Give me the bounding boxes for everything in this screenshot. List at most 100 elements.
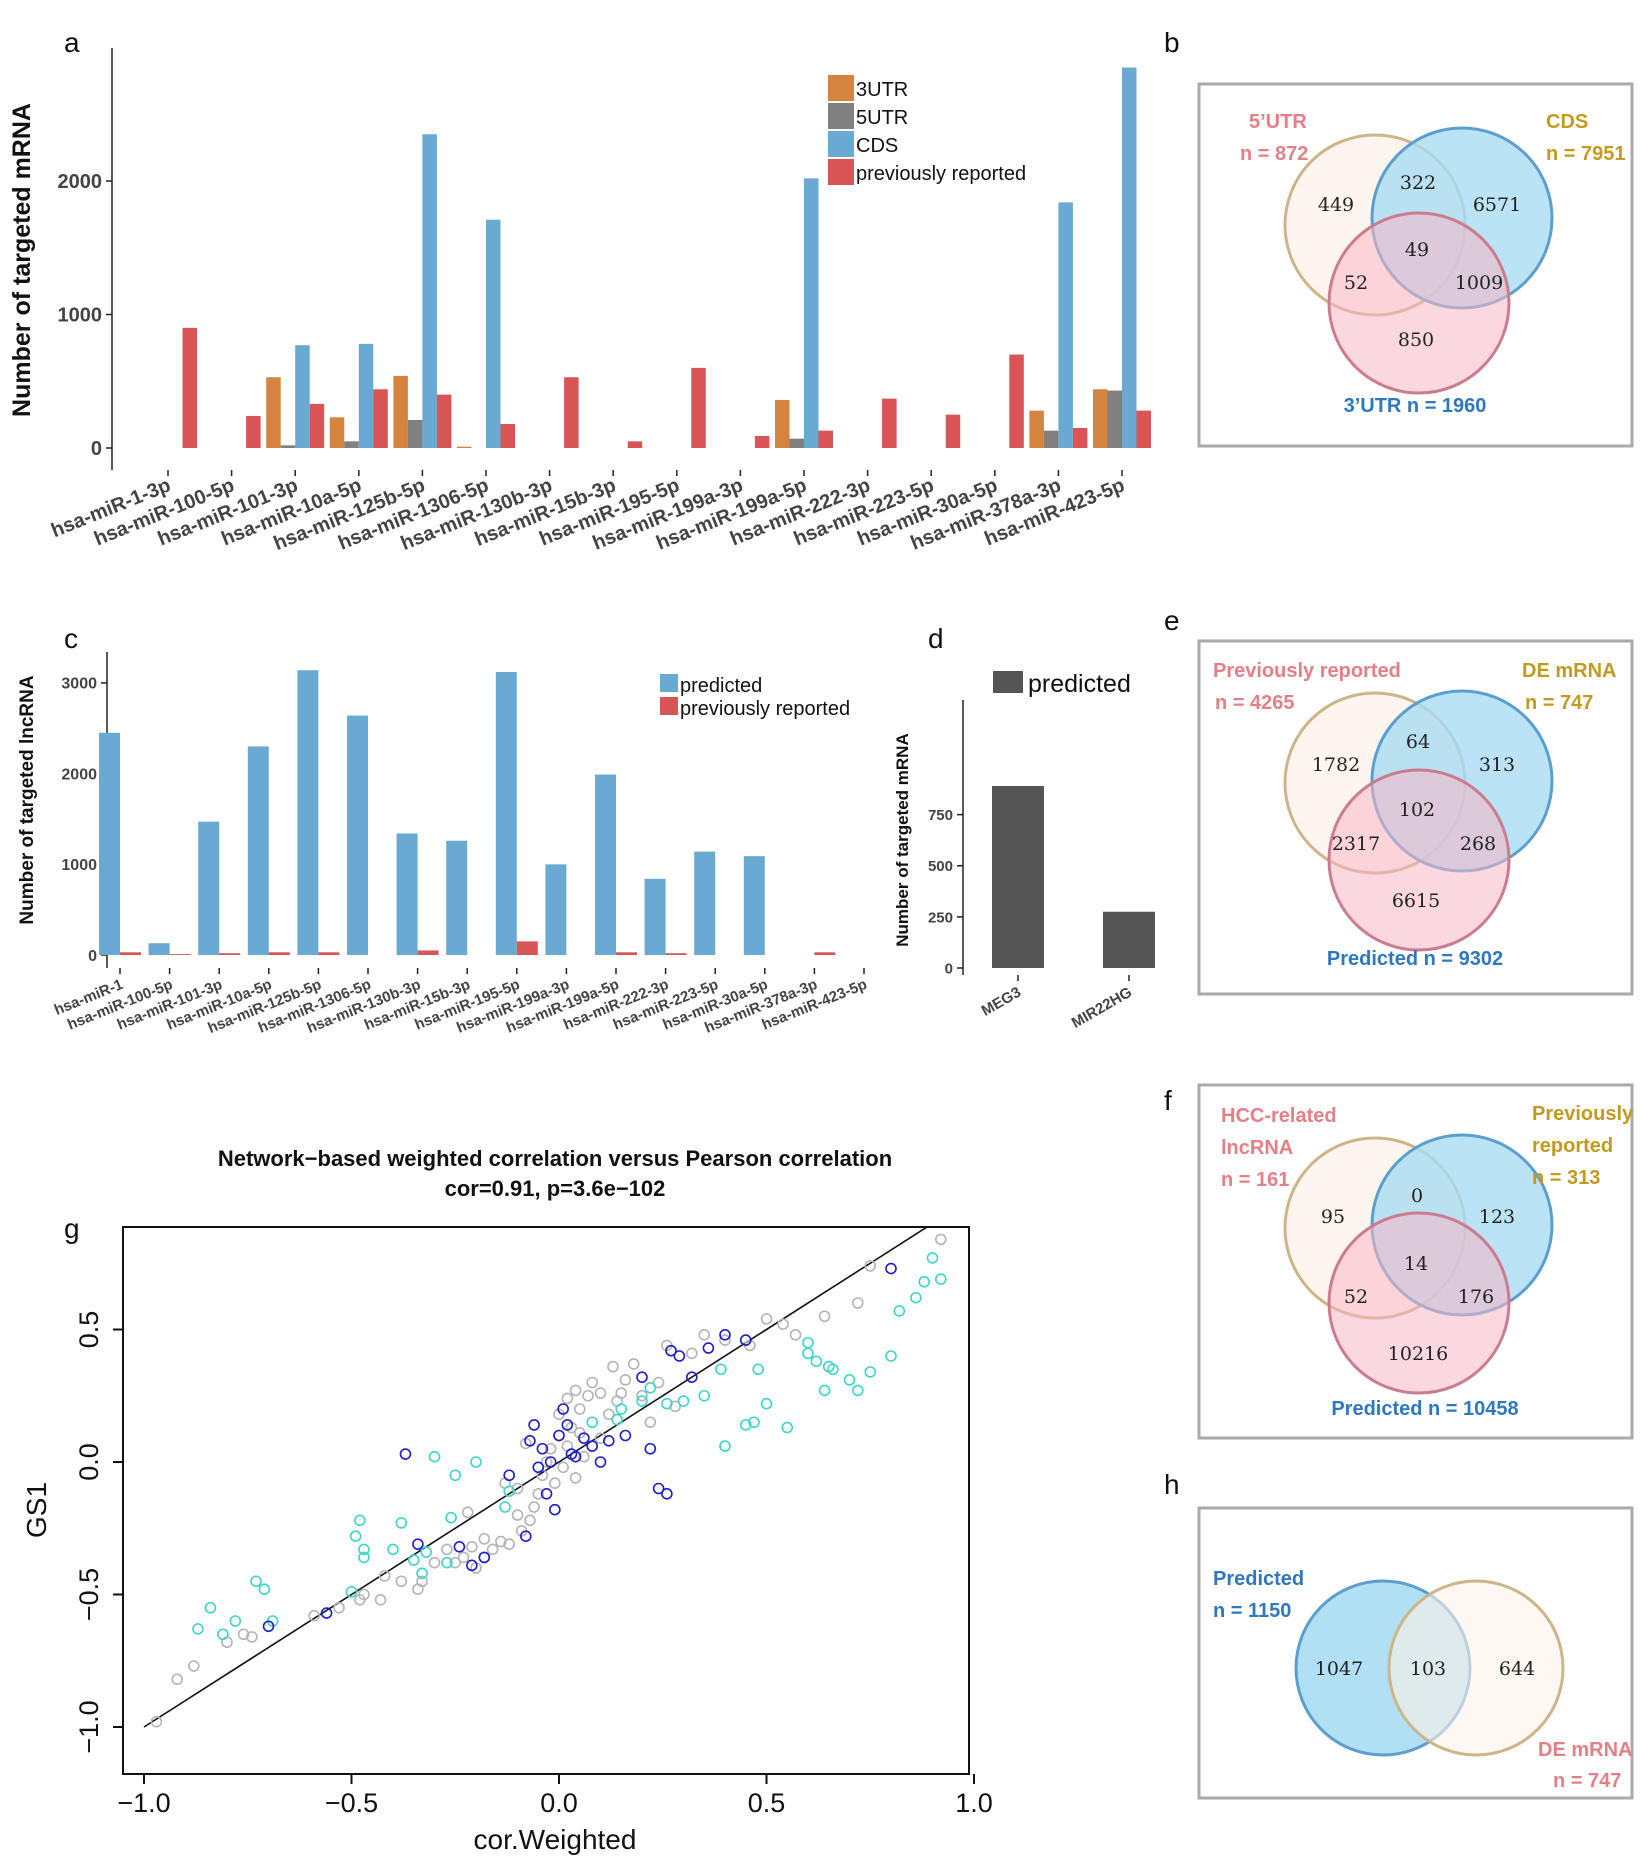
bar-previously-reported <box>564 377 579 448</box>
scatter-point-cyan <box>611 1413 623 1426</box>
scatter-point-grey <box>818 1310 831 1323</box>
panel-label-c: c <box>64 623 78 654</box>
scatter-point-grey <box>760 1313 773 1325</box>
scatter-point-grey <box>602 1408 615 1421</box>
scatter-point-grey <box>789 1329 802 1341</box>
panel-label-d: d <box>928 623 944 654</box>
bar-cds <box>295 345 310 448</box>
x-tick-label: 1.0 <box>955 1788 993 1818</box>
bar-previously-reported <box>246 415 261 448</box>
panel-label-e: e <box>1164 605 1180 636</box>
scatter-point-grey <box>851 1297 864 1309</box>
scatter-point-grey <box>486 1543 499 1556</box>
scatter-point-blue <box>412 1538 424 1550</box>
bar-predicted <box>545 864 567 955</box>
scatter-point-grey <box>461 1506 474 1519</box>
y-tick-label: 1000 <box>61 857 97 874</box>
scatter-point-grey <box>644 1416 657 1429</box>
scatter-point-blue <box>885 1262 897 1275</box>
bar-3utr <box>457 446 472 448</box>
scatter-point-cyan <box>449 1469 462 1482</box>
bar-previously-reported <box>120 952 141 955</box>
venn-e-label-previously-reported-n: n = 4265 <box>1215 692 1295 714</box>
bar-predicted <box>297 670 319 955</box>
venn-b-label-5utr-n: n = 872 <box>1240 143 1308 165</box>
scatter-point-blue <box>553 1429 565 1442</box>
y-tick-label: 0 <box>88 948 97 965</box>
legend-label-cds: CDS <box>856 135 898 157</box>
scatter-point-blue <box>262 1620 275 1633</box>
scatter-point-blue <box>569 1450 582 1463</box>
x-tick-label: MEG3 <box>979 984 1024 1020</box>
scatter-point-cyan <box>499 1501 511 1513</box>
venn-b-count-all: 49 <box>1405 239 1429 261</box>
panel-label-f: f <box>1164 1085 1172 1116</box>
scatter-point-blue <box>557 1403 569 1415</box>
venn-diagram-h: Predicted n = 1150 DE mRNA n = 747 1047 … <box>1197 1506 1634 1800</box>
scatter-point-grey <box>586 1376 599 1389</box>
bar-previously-reported <box>1009 354 1024 448</box>
scatter-point-cyan <box>503 1485 516 1497</box>
bar-previously-reported <box>318 952 340 955</box>
bar-cds <box>1058 202 1073 448</box>
bar-predicted <box>694 851 716 955</box>
scatter-point-grey <box>652 1376 665 1389</box>
scatter-point-cyan <box>636 1395 648 1407</box>
scatter-point-cyan <box>748 1416 760 1429</box>
legend-swatch-predicted-d <box>993 671 1023 693</box>
scatter-point-cyan <box>698 1389 711 1402</box>
legend-swatch-predicted <box>660 674 678 692</box>
scatter-point-grey <box>188 1660 200 1672</box>
y-tick-label: 500 <box>928 858 953 875</box>
y-tick-label: 750 <box>928 807 953 824</box>
scatter-point-grey <box>246 1631 258 1643</box>
venn-e-label-previously-reported: Previously reported <box>1213 660 1401 682</box>
venn-b-count-5utr-3utr: 52 <box>1344 272 1368 294</box>
bar-predicted <box>743 856 765 955</box>
scatter-point-blue <box>665 1344 677 1357</box>
venn-f-label-reported: reported <box>1532 1135 1613 1157</box>
scatter-point-blue <box>503 1469 516 1482</box>
bar-predicted <box>446 840 468 955</box>
bar-predicted <box>198 821 220 955</box>
scatter-point-grey <box>582 1389 594 1402</box>
panel-a-bar-chart: Number of targeted mRNA 3UTR 5UTR CDS pr… <box>8 48 1151 555</box>
scatter-point-grey <box>150 1715 163 1728</box>
scatter-point-blue <box>478 1551 491 1564</box>
scatter-point-grey <box>358 1588 370 1601</box>
scatter-point-cyan <box>586 1416 599 1429</box>
venn-e-label-predicted: Predicted n = 9302 <box>1327 948 1503 970</box>
venn-f-label-hcc: HCC-related <box>1221 1105 1337 1127</box>
scatter-point-grey <box>569 1384 582 1397</box>
panel-a-y-title: Number of targeted mRNA <box>8 103 36 417</box>
scatter-point-cyan <box>810 1355 823 1368</box>
scatter-point-grey <box>395 1575 408 1588</box>
y-tick-label: −0.5 <box>74 1568 104 1621</box>
scatter-point-grey <box>549 1477 561 1489</box>
legend-label-3utr: 3UTR <box>856 79 908 101</box>
bar-previously-reported <box>219 953 241 955</box>
scatter-point-grey <box>719 1334 731 1346</box>
bar-predicted <box>347 715 368 955</box>
bar-5utr <box>1043 430 1059 448</box>
scatter-point-cyan <box>781 1421 794 1434</box>
bar-3utr <box>329 417 345 448</box>
scatter-point-blue <box>702 1342 715 1354</box>
scatter-point-grey <box>528 1501 540 1513</box>
scatter-point-cyan <box>802 1336 814 1349</box>
bar-3utr <box>775 399 790 448</box>
scatter-point-grey <box>374 1594 387 1606</box>
bar-previously-reported <box>268 952 290 955</box>
scatter-point-cyan <box>416 1567 428 1580</box>
bar-3utr <box>1029 410 1044 448</box>
scatter-point-grey <box>934 1233 947 1246</box>
venn-b-count-3utr-only: 850 <box>1398 329 1434 351</box>
scatter-point-blue <box>524 1435 536 1447</box>
venn-b-label-cds-n: n = 7951 <box>1546 143 1626 165</box>
scatter-point-blue <box>453 1541 466 1553</box>
scatter-point-cyan <box>353 1514 366 1527</box>
bar-previously-reported <box>754 435 770 448</box>
y-tick-label: −1.0 <box>74 1700 104 1753</box>
scatter-point-blue <box>685 1371 698 1383</box>
scatter-point-cyan <box>864 1366 877 1378</box>
